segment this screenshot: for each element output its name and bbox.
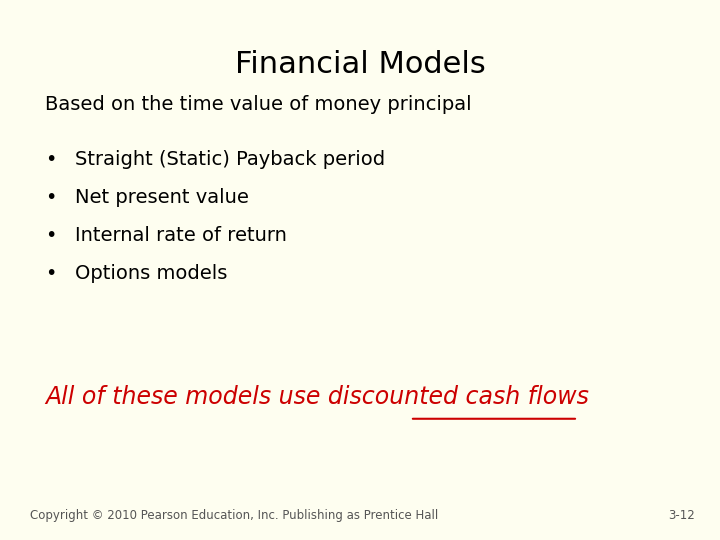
Text: Straight (Static) Payback period: Straight (Static) Payback period: [75, 150, 385, 169]
Text: Options models: Options models: [75, 264, 228, 283]
Text: Internal rate of return: Internal rate of return: [75, 226, 287, 245]
Text: •: •: [45, 226, 56, 245]
Text: All of these models use: All of these models use: [45, 385, 328, 409]
Text: Copyright © 2010 Pearson Education, Inc. Publishing as Prentice Hall: Copyright © 2010 Pearson Education, Inc.…: [30, 509, 438, 522]
Text: •: •: [45, 264, 56, 283]
Text: Financial Models: Financial Models: [235, 50, 485, 79]
Text: •: •: [45, 150, 56, 169]
Text: Based on the time value of money principal: Based on the time value of money princip…: [45, 95, 472, 114]
Text: All of these models use discounted: All of these models use discounted: [45, 385, 458, 409]
Text: All of these models use discounted cash flows: All of these models use discounted cash …: [45, 385, 589, 409]
Text: 3-12: 3-12: [668, 509, 695, 522]
Text: Net present value: Net present value: [75, 188, 249, 207]
Text: •: •: [45, 188, 56, 207]
